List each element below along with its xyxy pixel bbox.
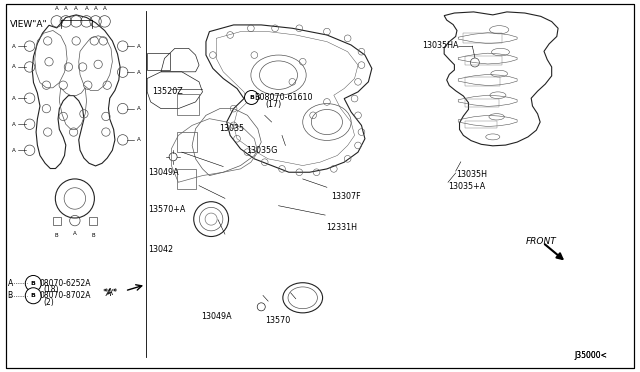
Text: (18): (18) [44,285,59,294]
Text: A: A [137,70,141,75]
Bar [177,132,197,152]
Text: A: A [73,231,77,236]
Text: "A": "A" [102,289,116,298]
Text: A: A [12,148,15,153]
Text: 13570: 13570 [266,316,291,325]
Text: 12331H: 12331H [326,223,357,232]
Bar [465,99,499,107]
Text: 13035G: 13035G [246,146,278,155]
Text: J35000<: J35000< [575,351,607,360]
Text: A: A [74,6,78,12]
Text: FRONT: FRONT [526,237,557,246]
Bar [465,121,497,128]
Text: B: B [249,95,254,100]
Text: B: B [31,293,36,298]
Bar [465,56,502,65]
Text: 13570+A: 13570+A [148,205,186,214]
Text: A: A [137,137,141,142]
Text: A: A [103,6,106,12]
Text: *A*: *A* [104,288,118,296]
Bar [463,33,502,43]
Bar [147,54,170,70]
Text: A: A [12,122,15,127]
Text: (17): (17) [266,100,282,109]
Text: A: A [137,106,141,111]
Text: B08070-61610: B08070-61610 [254,93,312,102]
Text: 08070-8702A: 08070-8702A [40,291,91,300]
Bar [177,94,199,115]
Text: A: A [12,64,15,70]
Text: VIEW"A": VIEW"A" [10,20,47,29]
Bar [89,217,97,225]
Text: 13307F: 13307F [332,192,361,201]
Text: 13049A: 13049A [202,312,232,321]
Text: 13049A: 13049A [148,169,179,177]
Text: A: A [137,44,141,49]
Text: (2): (2) [44,298,54,307]
Text: A: A [93,6,97,12]
Bar [177,169,196,189]
Text: A: A [84,6,88,12]
Text: 13042: 13042 [148,245,173,254]
Text: 13520Z: 13520Z [152,87,183,96]
Circle shape [26,275,42,292]
Circle shape [244,90,259,105]
Text: B: B [55,233,59,238]
Bar [53,217,61,225]
Text: B: B [8,291,13,300]
Text: A: A [12,96,15,101]
Text: A: A [8,279,13,288]
Text: 08070-6252A: 08070-6252A [40,279,91,288]
Text: J35000<: J35000< [575,351,607,360]
Text: A: A [12,44,15,49]
Bar [465,77,500,86]
Text: B: B [91,233,95,238]
Text: 13035H: 13035H [456,170,486,179]
Circle shape [26,288,42,304]
Text: 13035+A: 13035+A [448,182,485,190]
Text: B: B [31,281,36,286]
Text: 13035: 13035 [219,124,244,133]
Text: A: A [55,6,59,12]
Text: 13035HA: 13035HA [422,41,459,50]
Text: A: A [64,6,68,12]
